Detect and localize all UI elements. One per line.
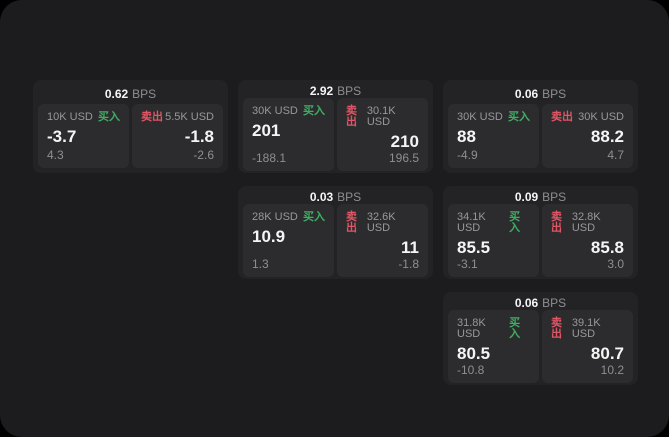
bps-unit-label: BPS xyxy=(542,87,567,101)
sell-panel[interactable]: 卖出 30.1K USD 210 196.5 xyxy=(337,98,428,171)
sell-delta: 4.7 xyxy=(607,148,624,162)
bps-unit-label: BPS xyxy=(337,190,362,204)
buy-delta: -3.1 xyxy=(457,256,478,271)
card-header: 0.09 BPS xyxy=(448,190,633,204)
buy-panel[interactable]: 10K USD 买入 -3.7 4.3 xyxy=(38,104,129,168)
sell-amount: 32.8K USD xyxy=(571,211,601,234)
sell-price: 88.2 xyxy=(590,127,624,146)
sell-tag: 卖出 xyxy=(346,211,357,234)
quote-card-1: 0.62 BPS 10K USD 买入 -3.7 4.3 卖出 5.5K USD xyxy=(33,80,228,173)
buy-panel[interactable]: 30K USD 买入 88 -4.9 xyxy=(448,104,539,168)
card-header: 0.62 BPS xyxy=(38,84,223,104)
buy-panel[interactable]: 28K USD 买入 10.9 1.3 xyxy=(243,204,334,277)
buy-delta: -4.9 xyxy=(457,148,478,162)
sell-tag: 卖出 xyxy=(141,111,163,123)
bps-value: 0.06 xyxy=(514,87,539,101)
bps-unit-label: BPS xyxy=(542,296,567,310)
buy-tag: 买入 xyxy=(98,111,120,123)
sell-panel[interactable]: 卖出 5.5K USD -1.8 -2.6 xyxy=(132,104,223,168)
quote-card-5: 0.09 BPS 34.1K USD 买入 85.5 -3.1 卖出 32.8K… xyxy=(443,186,638,279)
sell-price: 210 xyxy=(390,132,419,151)
card-header: 0.06 BPS xyxy=(448,84,633,104)
buy-tag: 买入 xyxy=(303,105,325,117)
sell-panel[interactable]: 卖出 32.6K USD 11 -1.8 xyxy=(337,204,428,277)
buy-delta: -188.1 xyxy=(252,150,287,165)
sell-delta: -2.6 xyxy=(193,148,214,162)
buy-panel[interactable]: 34.1K USD 买入 85.5 -3.1 xyxy=(448,204,539,277)
bps-value: 0.62 xyxy=(104,87,129,101)
sell-price: 11 xyxy=(401,238,419,257)
buy-price: 10.9 xyxy=(252,227,286,246)
sell-amount: 32.6K USD xyxy=(366,211,396,234)
buy-panel[interactable]: 31.8K USD 买入 80.5 -10.8 xyxy=(448,310,539,383)
buy-delta: 1.3 xyxy=(252,256,269,271)
sell-panel[interactable]: 卖出 30K USD 88.2 4.7 xyxy=(542,104,633,168)
buy-tag: 买入 xyxy=(509,211,521,234)
buy-price: -3.7 xyxy=(47,127,77,146)
sell-price: 85.8 xyxy=(590,238,624,257)
card-header: 0.03 BPS xyxy=(243,190,428,204)
bps-value: 0.06 xyxy=(514,296,539,310)
sell-tag: 卖出 xyxy=(551,317,562,340)
buy-amount: 28K USD xyxy=(252,211,298,223)
card-header: 0.06 BPS xyxy=(448,296,633,310)
buy-amount: 34.1K USD xyxy=(457,211,486,234)
bps-value: 2.92 xyxy=(309,84,334,98)
buy-amount: 30K USD xyxy=(252,105,298,117)
sell-panel[interactable]: 卖出 32.8K USD 85.8 3.0 xyxy=(542,204,633,277)
bps-value: 0.09 xyxy=(514,190,539,204)
buy-price: 88 xyxy=(457,127,476,146)
buy-delta: 4.3 xyxy=(47,148,64,162)
bps-unit-label: BPS xyxy=(542,190,567,204)
buy-panel[interactable]: 30K USD 买入 201 -188.1 xyxy=(243,98,334,171)
buy-tag: 买入 xyxy=(303,211,325,223)
quote-card-6: 0.06 BPS 31.8K USD 买入 80.5 -10.8 卖出 39.1… xyxy=(443,292,638,385)
buy-price: 201 xyxy=(252,121,281,140)
bps-unit-label: BPS xyxy=(337,84,362,98)
buy-price: 85.5 xyxy=(457,238,491,257)
quote-card-4: 0.03 BPS 28K USD 买入 10.9 1.3 卖出 32.6K US… xyxy=(238,186,433,279)
sell-tag: 卖出 xyxy=(551,111,573,123)
buy-price: 80.5 xyxy=(457,344,491,363)
sell-delta: 196.5 xyxy=(388,150,419,165)
sell-amount: 5.5K USD xyxy=(165,111,214,123)
sell-delta: 10.2 xyxy=(600,362,624,377)
sell-delta: 3.0 xyxy=(607,256,624,271)
quote-grid: 0.62 BPS 10K USD 买入 -3.7 4.3 卖出 5.5K USD xyxy=(33,80,638,385)
buy-delta: -10.8 xyxy=(457,362,485,377)
sell-tag: 卖出 xyxy=(551,211,562,234)
buy-tag: 买入 xyxy=(509,317,521,340)
sell-panel[interactable]: 卖出 39.1K USD 80.7 10.2 xyxy=(542,310,633,383)
buy-amount: 30K USD xyxy=(457,111,503,123)
sell-delta: -1.8 xyxy=(398,256,419,271)
quote-card-3: 0.06 BPS 30K USD 买入 88 -4.9 卖出 30K USD xyxy=(443,80,638,173)
buy-amount: 31.8K USD xyxy=(457,317,486,340)
bps-value: 0.03 xyxy=(309,190,334,204)
sell-tag: 卖出 xyxy=(346,105,357,128)
sell-price: -1.8 xyxy=(184,127,214,146)
sell-amount: 39.1K USD xyxy=(571,317,601,340)
buy-tag: 买入 xyxy=(508,111,530,123)
sell-amount: 30.1K USD xyxy=(366,105,396,128)
sell-amount: 30K USD xyxy=(578,111,624,123)
quote-card-2: 2.92 BPS 30K USD 买入 201 -188.1 卖出 30.1K … xyxy=(238,80,433,173)
card-header: 2.92 BPS xyxy=(243,84,428,98)
sell-price: 80.7 xyxy=(590,344,624,363)
bps-unit-label: BPS xyxy=(132,87,157,101)
buy-amount: 10K USD xyxy=(47,111,93,123)
